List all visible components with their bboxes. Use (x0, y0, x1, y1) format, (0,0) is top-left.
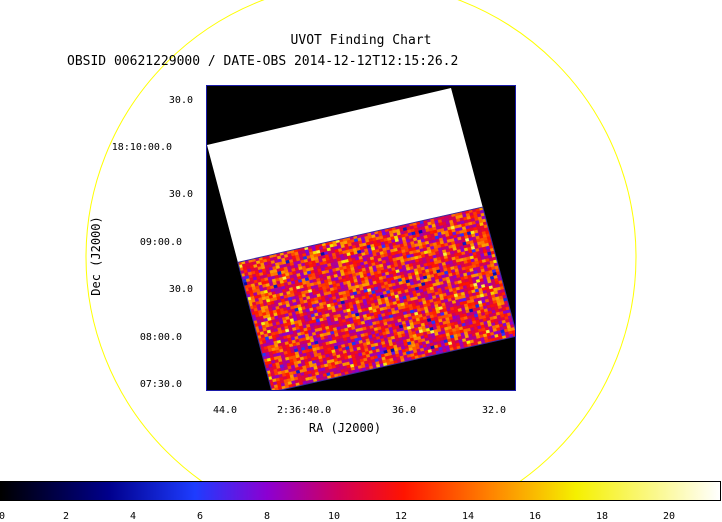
colorbar-tick-label: 8 (263, 511, 271, 522)
pixel-layer (207, 88, 515, 390)
saturated-region (207, 88, 483, 263)
colorbar (0, 481, 721, 501)
ra-tick-label: 36.0 (392, 405, 417, 416)
colorbar-tick-label: 20 (662, 511, 676, 522)
colorbar-tick-label: 0 (0, 511, 6, 522)
chart-title: UVOT Finding Chart (290, 33, 432, 48)
colorbar-tick-label: 10 (327, 511, 341, 522)
dec-tick-label: 07:30.0 (139, 379, 182, 390)
dec-tick-label: 30.0 (168, 284, 193, 295)
chart-subtitle: OBSID 00621229000 / DATE-OBS 2014-12-12T… (67, 54, 459, 69)
ra-tick-label: 32.0 (482, 405, 507, 416)
noise-region (237, 206, 515, 390)
ra-tick-label: 44.0 (213, 405, 238, 416)
dec-tick-label: 18:10:00.0 (111, 142, 172, 153)
ra-axis-label: RA (J2000) (308, 421, 382, 435)
colorbar-tick-label: 18 (595, 511, 609, 522)
dec-tick-label: 09:00.0 (139, 237, 182, 248)
colorbar-tick-label: 14 (461, 511, 475, 522)
colorbar-tick-label: 16 (528, 511, 542, 522)
dec-tick-label: 30.0 (168, 95, 193, 106)
dec-axis-label: Dec (J2000) (89, 216, 103, 296)
colorbar-tick-label: 6 (196, 511, 204, 522)
colorbar-tick-label: 12 (394, 511, 408, 522)
ra-tick-label: 2:36:40.0 (277, 405, 332, 416)
sky-image[interactable] (206, 85, 516, 391)
colorbar-tick-label: 4 (129, 511, 137, 522)
colorbar-tick-label: 2 (62, 511, 70, 522)
dec-tick-label: 08:00.0 (139, 332, 182, 343)
dec-tick-label: 30.0 (168, 189, 193, 200)
image-canvas (207, 88, 515, 390)
